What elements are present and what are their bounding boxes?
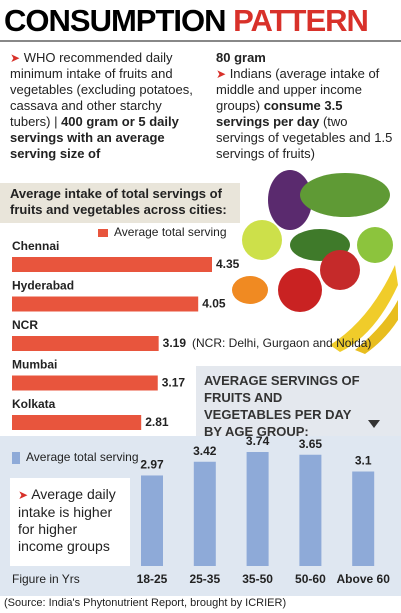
bar <box>12 336 159 351</box>
left-text: ➤ WHO recommended daily minimum intake o… <box>10 50 205 162</box>
value-label: 3.19 <box>163 336 187 350</box>
legend-label: Average total serving <box>114 225 227 239</box>
note: Figure in Yrs <box>12 572 80 586</box>
pepper <box>278 268 322 312</box>
title-part: PATTERN <box>233 3 369 38</box>
text: (two servings of vegetables and 1.5 serv… <box>216 114 393 161</box>
annotation: ➤ Average daily intake is higher for hig… <box>18 486 126 555</box>
banana <box>330 265 398 352</box>
apple <box>357 227 393 263</box>
legend-label: Average total serving <box>26 450 139 464</box>
value-label: 4.35 <box>216 257 240 271</box>
x-tick-label: 50-60 <box>295 572 326 586</box>
value-label: 2.97 <box>140 458 164 472</box>
category-label: Chennai <box>12 239 59 253</box>
source: (Source: India's Phytonutrient Report, b… <box>4 597 287 609</box>
text: 400 gram or 5 daily servings with an ave… <box>10 114 179 161</box>
x-tick-label: Above 60 <box>337 572 391 586</box>
text: Indians (average intake of middle and up… <box>216 66 380 113</box>
annotation: (NCR: Delhi, Gurgaon and Noida) <box>192 336 371 350</box>
produce-illustration <box>232 170 398 354</box>
bar <box>299 454 322 566</box>
title-band <box>0 183 240 223</box>
bullet: ➤ <box>216 67 227 81</box>
category-label: Mumbai <box>12 358 57 372</box>
bullet: ➤ <box>10 51 21 65</box>
category-label: Hyderabad <box>12 279 74 293</box>
value-label: 2.81 <box>145 415 169 429</box>
x-tick-label: 25-35 <box>189 572 220 586</box>
banana <box>355 300 398 354</box>
x-tick-label: 35-50 <box>242 572 273 586</box>
apple <box>320 250 360 290</box>
text: WHO recommended daily minimum intake of … <box>10 50 193 129</box>
annotation-text: Average daily intake is higher for highe… <box>18 486 116 554</box>
lemon <box>242 220 282 260</box>
value-label: 3.74 <box>246 434 270 448</box>
category-label: Kolkata <box>12 397 56 411</box>
bar <box>141 475 163 566</box>
bullet: ➤ <box>18 488 29 502</box>
bar <box>246 452 269 566</box>
bar <box>12 375 158 391</box>
bar <box>193 461 216 566</box>
eggplant <box>268 170 312 230</box>
value-label: 4.05 <box>202 297 226 311</box>
legend-swatch <box>12 452 20 464</box>
right-text: 80 gram ➤ Indians (average intake of midd… <box>216 50 396 162</box>
bar <box>12 296 199 312</box>
value-label: 3.17 <box>162 376 186 390</box>
text: consume 3.5 servings per day <box>216 98 343 129</box>
annotation-box <box>10 478 130 566</box>
bar <box>352 471 375 566</box>
orange <box>232 276 268 304</box>
chart-title: Average intake of total servings of frui… <box>10 186 227 217</box>
value-label: 3.65 <box>299 437 323 451</box>
value-label: 3.1 <box>355 454 372 468</box>
title-band <box>196 366 401 436</box>
bar <box>12 257 212 272</box>
title-part: CONSUMPTION <box>4 3 226 38</box>
legend-swatch <box>98 229 108 237</box>
category-label: NCR <box>12 318 38 332</box>
x-tick-label: 18-25 <box>137 572 168 586</box>
chart-title: AVERAGE SERVINGS OF FRUITS AND VEGETABLE… <box>204 373 360 439</box>
page-title: CONSUMPTION PATTERN <box>4 3 369 38</box>
bar <box>12 415 142 430</box>
text: 80 gram <box>216 50 266 65</box>
greens <box>300 173 390 217</box>
triangle <box>368 420 380 428</box>
rule <box>0 40 401 42</box>
value-label: 3.42 <box>193 444 217 458</box>
